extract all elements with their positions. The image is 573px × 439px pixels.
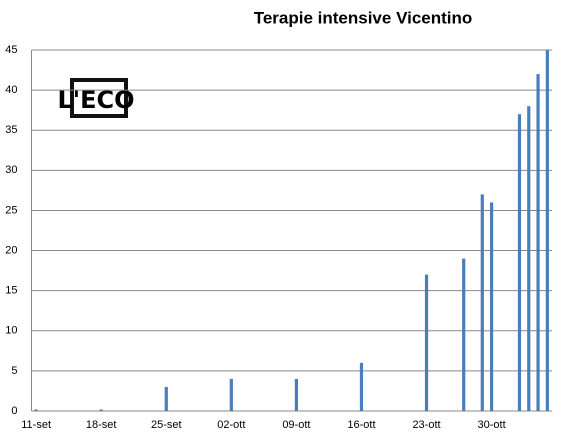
bar (99, 409, 103, 411)
x-tick-label: 02-ott (217, 419, 245, 431)
y-tick-label: 20 (5, 244, 17, 256)
bar (229, 378, 233, 411)
x-tick-label: 23-ott (412, 419, 440, 431)
x-tick-label: 16-ott (347, 419, 375, 431)
logo-text: L'ECO (57, 86, 134, 114)
x-tick-label: 09-ott (282, 419, 310, 431)
bar (480, 194, 484, 411)
bar (164, 386, 168, 411)
x-tick-label: 30-ott (478, 419, 506, 431)
bar (536, 74, 540, 412)
x-tick-label: 18-set (86, 419, 117, 431)
bar (527, 106, 531, 412)
bar (545, 50, 549, 411)
bar (489, 202, 494, 411)
bar (424, 274, 429, 411)
y-tick-label: 0 (11, 405, 17, 417)
y-tick-label: 45 (5, 44, 17, 56)
bar (359, 362, 364, 411)
bar (294, 378, 298, 411)
y-tick-label: 25 (5, 204, 17, 216)
y-tick-label: 40 (5, 84, 17, 96)
x-tick-label: 11-set (21, 419, 51, 431)
bar (517, 114, 522, 411)
y-tick-label: 5 (11, 365, 17, 377)
y-tick-label: 35 (5, 124, 17, 136)
x-tick-label: 25-set (151, 419, 182, 431)
y-tick-label: 10 (5, 325, 17, 337)
chart-title: Terapie intensive Vicentino (254, 8, 473, 27)
y-tick-label: 15 (5, 285, 17, 297)
bar (34, 409, 38, 411)
logo-frame (70, 78, 128, 118)
y-tick-label: 30 (5, 164, 17, 176)
bar (462, 258, 466, 411)
logo: L'ECO (57, 78, 135, 118)
